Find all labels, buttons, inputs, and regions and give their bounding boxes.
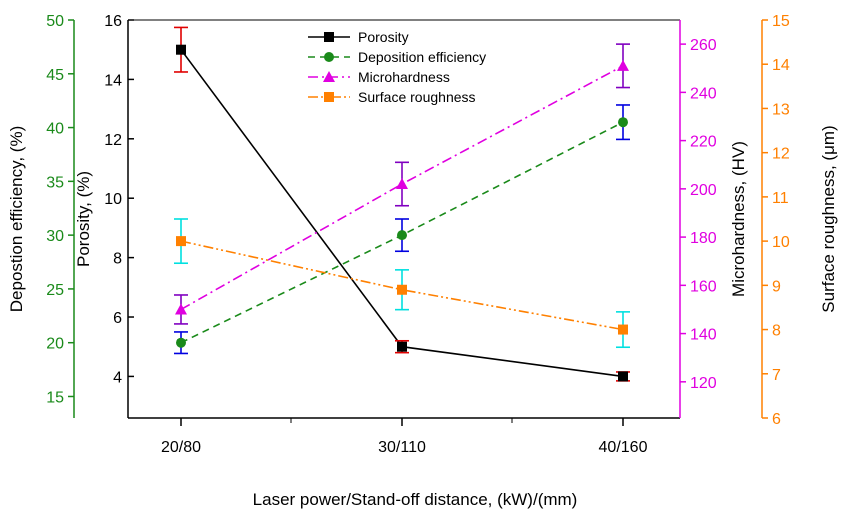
porosity-axis-title: Porosity, (%) [74, 171, 93, 267]
legend-marker-microhardness [323, 71, 335, 82]
porosity-tick-label: 8 [113, 251, 122, 268]
deposition-tick-label: 20 [46, 336, 64, 353]
microhardness-tick-label: 200 [690, 182, 717, 199]
deposition-efficiency-point [176, 337, 186, 348]
roughness-tick-label: 13 [772, 101, 790, 118]
series-marks [174, 26, 630, 382]
porosity-point [176, 44, 186, 55]
roughness-tick-label: 15 [772, 13, 790, 30]
porosity-tick-label: 16 [104, 13, 122, 30]
x-tick-label: 40/160 [599, 439, 648, 456]
deposition-tick-label: 25 [46, 282, 64, 299]
deposition-tick-label: 50 [46, 13, 64, 30]
microhardness-tick-label: 120 [690, 375, 717, 392]
deposition-axis-title: Depostion efficiency, (%) [7, 126, 26, 312]
legend-marker-deposition-efficiency [324, 52, 334, 62]
roughness-tick-label: 14 [772, 57, 790, 74]
legend: Porosity Deposition efficiency Microhardne… [308, 29, 486, 105]
x-axis-title: Laser power/Stand-off distance, (kW)/(mm… [253, 490, 578, 509]
porosity-tick-label: 4 [113, 369, 122, 386]
microhardness-tick-label: 240 [690, 85, 717, 102]
plot-area: 20/80 30/110 40/160 15 20 25 30 35 40 45 50 Deposti… [7, 13, 838, 456]
roughness-axis-title: Surface roughness, (μm) [819, 125, 838, 312]
legend-label-deposition-efficiency: Deposition efficiency [358, 49, 486, 65]
porosity-tick-label: 6 [113, 310, 122, 327]
legend-marker-surface-roughness [324, 92, 334, 102]
legend-label-surface-roughness: Surface roughness [358, 89, 476, 105]
porosity-point [397, 341, 407, 352]
roughness-tick-label: 6 [772, 411, 781, 428]
roughness-tick-label: 11 [772, 190, 789, 207]
microhardness-tick-label: 220 [690, 134, 717, 151]
microhardness-point [175, 303, 187, 315]
legend-label-porosity: Porosity [358, 29, 409, 45]
deposition-tick-label: 45 [46, 67, 64, 84]
microhardness-point [617, 59, 629, 71]
deposition-tick-label: 40 [46, 121, 64, 138]
microhardness-tick-label: 260 [690, 37, 717, 54]
legend-label-microhardness: Microhardness [358, 69, 450, 85]
deposition-tick-label: 35 [46, 174, 64, 191]
porosity-tick-label: 12 [104, 132, 122, 149]
microhardness-tick-label: 160 [690, 278, 717, 295]
roughness-tick-label: 8 [772, 323, 781, 340]
deposition-tick-label: 30 [46, 228, 64, 245]
surface-roughness-point [397, 284, 407, 295]
roughness-tick-label: 12 [772, 146, 790, 163]
porosity-tick-label: 14 [104, 72, 122, 89]
x-tick-label: 30/110 [378, 439, 426, 456]
deposition-efficiency-point [397, 230, 407, 241]
surface-roughness-point [176, 236, 186, 247]
roughness-tick-label: 9 [772, 278, 781, 295]
x-tick-label: 20/80 [161, 439, 201, 456]
porosity-point [618, 371, 628, 382]
microhardness-point [396, 178, 408, 190]
deposition-efficiency-point [618, 117, 628, 128]
microhardness-tick-label: 180 [690, 230, 717, 247]
roughness-tick-label: 7 [772, 367, 781, 384]
surface-roughness-point [618, 324, 628, 335]
legend-marker-porosity [324, 32, 334, 42]
microhardness-tick-label: 140 [690, 327, 717, 344]
microhardness-axis-title: Microhardness, (HV) [729, 141, 748, 297]
porosity-tick-label: 10 [104, 191, 122, 208]
roughness-tick-label: 10 [772, 234, 790, 251]
deposition-tick-label: 15 [46, 389, 64, 406]
